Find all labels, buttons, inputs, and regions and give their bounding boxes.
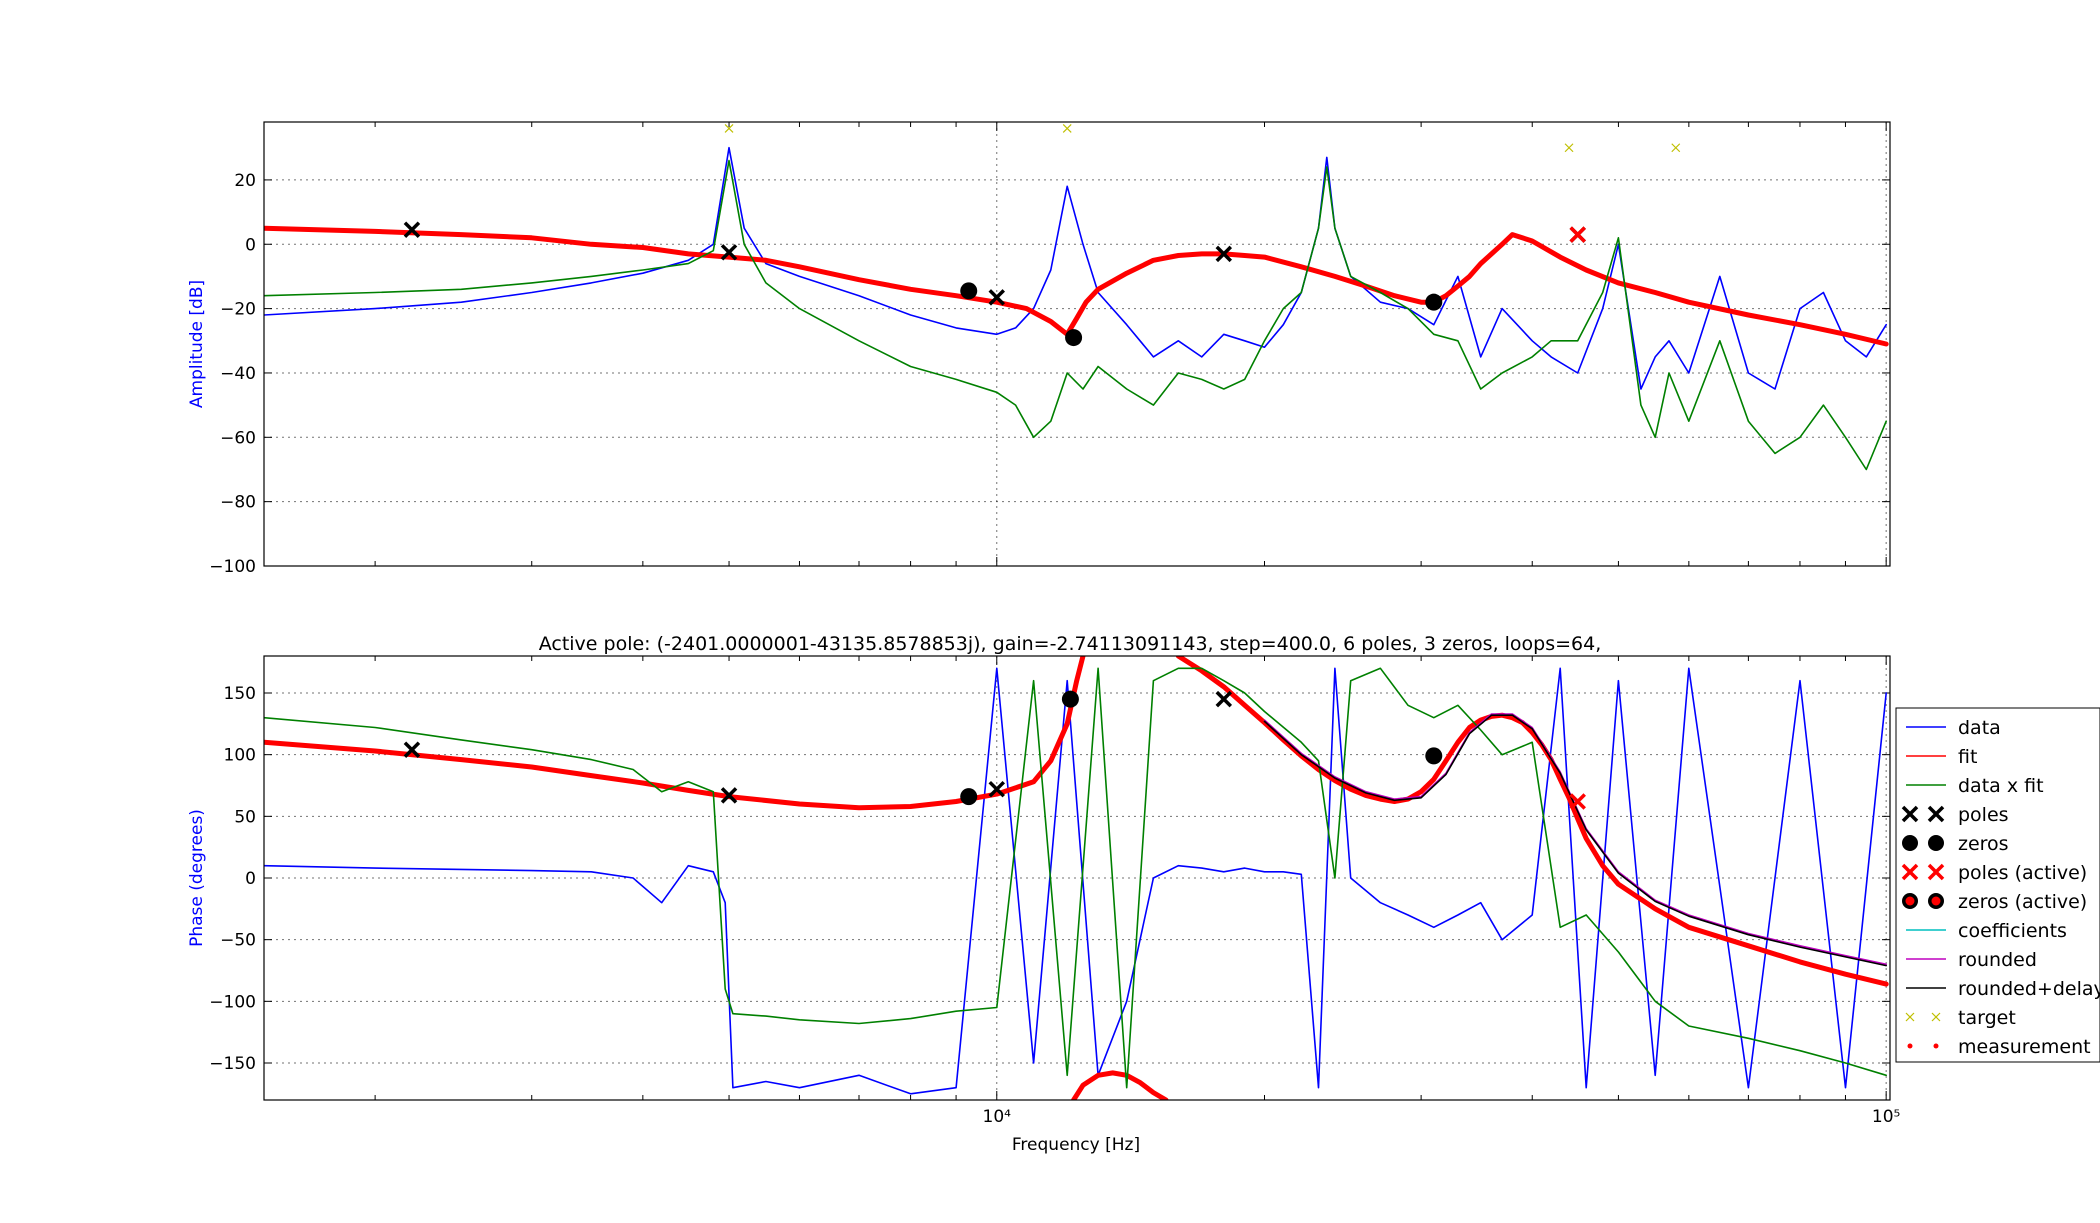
- phase-series-data: [264, 667, 1887, 1095]
- amplitude-ytick-label: 20: [234, 171, 256, 191]
- phase-series-fit: [264, 656, 1086, 811]
- phase-series-fit-c: [1071, 1070, 1169, 1100]
- phase-zero-marker: [1061, 690, 1079, 708]
- phase-zero-marker: [1425, 747, 1443, 765]
- legend-swatch: [1907, 1043, 1913, 1049]
- legend-item-poles: poles: [1901, 804, 2009, 826]
- legend: data fit data x fit poles zeros poles (active…: [1895, 707, 2100, 1063]
- amplitude-series-data: [264, 146, 1887, 390]
- amplitude-target-marker: [1062, 124, 1072, 133]
- legend-label: data x fit: [1958, 775, 2044, 797]
- legend-label: zeros: [1958, 833, 2009, 855]
- legend-swatch: [1933, 1043, 1939, 1049]
- amplitude-ylabel: Amplitude [dB]: [187, 280, 207, 408]
- legend-item-coefficients: coefficients: [1906, 920, 2067, 942]
- phase-pole-marker: [1215, 690, 1233, 708]
- phase-xtick-label: 10⁴: [983, 1107, 1012, 1127]
- amplitude-series-data-x-fit: [264, 159, 1887, 471]
- phase-ytick-label: −150: [209, 1054, 256, 1074]
- legend-label: poles (active): [1958, 862, 2087, 884]
- phase-series-rounded-delay: [1263, 714, 1887, 967]
- amplitude-series-fit: [264, 225, 1889, 347]
- amplitude-frame: [263, 121, 1891, 567]
- phase-xlabel: Frequency [Hz]: [1012, 1135, 1140, 1155]
- phase-ylabel: Phase (degrees): [187, 809, 207, 947]
- legend-swatch: [1902, 835, 1918, 851]
- legend-item-data: data: [1906, 717, 2001, 739]
- legend-item-target: target: [1905, 1007, 2016, 1029]
- phase-ytick-label: −50: [220, 931, 256, 951]
- phase-pole-marker: [720, 787, 738, 804]
- amplitude-ytick-label: −100: [209, 557, 256, 577]
- phase-xtick-label: 10⁵: [1872, 1107, 1900, 1127]
- amplitude-target-marker: [1564, 143, 1574, 153]
- phase-ytick-label: 100: [224, 746, 256, 766]
- amplitude-panel: 20 0 −20 −40 −60 −80 −100 Amplitude [dB]: [187, 121, 1891, 577]
- amplitude-pole-marker: [988, 289, 1006, 306]
- phase-panel: Active pole: (-2401.0000001-43135.857885…: [187, 633, 1900, 1155]
- legend-swatch: [1905, 1012, 1915, 1022]
- phase-series-data-x-fit: [264, 667, 1887, 1089]
- amplitude-ytick-label: −80: [220, 493, 256, 513]
- legend-label: poles: [1958, 804, 2009, 826]
- legend-swatch-inner: [1931, 896, 1941, 906]
- legend-swatch: [1901, 805, 1919, 823]
- legend-item-poles-active-: poles (active): [1901, 862, 2087, 884]
- legend-swatch: [1901, 863, 1919, 881]
- amplitude-target-marker: [1671, 143, 1681, 153]
- amplitude-ytick-label: −60: [220, 428, 256, 448]
- legend-label: fit: [1958, 746, 1977, 768]
- amplitude-pole-marker: [403, 221, 421, 239]
- legend-swatch: [1928, 835, 1944, 851]
- legend-swatch: [1927, 805, 1945, 823]
- legend-item-zeros: zeros: [1902, 833, 2009, 855]
- legend-item-rounded-delay: rounded+delay: [1906, 978, 2100, 1000]
- legend-label: rounded: [1958, 949, 2037, 971]
- legend-label: target: [1958, 1007, 2016, 1029]
- phase-series-fit-b: [1175, 656, 1889, 987]
- legend-item-measurement: measurement: [1907, 1036, 2091, 1058]
- phase-title: Active pole: (-2401.0000001-43135.857885…: [539, 633, 1602, 655]
- legend-swatch: [1927, 863, 1945, 881]
- phase-ytick-label: 150: [224, 684, 256, 704]
- legend-swatch: [1931, 1012, 1941, 1022]
- legend-item-fit: fit: [1906, 746, 1977, 768]
- phase-pole-marker: [403, 741, 421, 758]
- legend-label: measurement: [1958, 1036, 2091, 1058]
- legend-item-zeros-active-: zeros (active): [1902, 891, 2087, 913]
- legend-label: coefficients: [1958, 920, 2067, 942]
- amplitude-ytick-label: −20: [220, 300, 256, 320]
- amplitude-target-marker: [724, 124, 734, 133]
- amplitude-ytick-label: 0: [245, 235, 256, 255]
- legend-label: rounded+delay: [1958, 978, 2100, 1000]
- legend-label: zeros (active): [1958, 891, 2087, 913]
- amplitude-active-pole-marker: [1569, 226, 1586, 243]
- amplitude-zero-marker: [960, 282, 978, 300]
- amplitude-pole-marker: [1215, 245, 1233, 263]
- phase-zero-marker: [960, 788, 978, 806]
- phase-ytick-label: 50: [234, 807, 256, 827]
- legend-box: [1895, 707, 2100, 1063]
- phase-pole-marker: [988, 780, 1006, 798]
- legend-item-rounded: rounded: [1906, 949, 2037, 971]
- amplitude-pole-marker: [720, 244, 738, 261]
- phase-active-pole-marker: [1569, 793, 1586, 810]
- phase-ytick-label: −100: [209, 992, 256, 1012]
- legend-label: data: [1958, 717, 2001, 739]
- legend-item-data-x-fit: data x fit: [1906, 775, 2044, 797]
- amplitude-ytick-label: −40: [220, 364, 256, 384]
- phase-frame: [263, 655, 1891, 1101]
- legend-swatch-inner: [1905, 896, 1915, 906]
- amplitude-zero-marker: [1065, 329, 1083, 347]
- phase-ytick-label: 0: [245, 869, 256, 889]
- phase-series-rounded: [1263, 713, 1887, 966]
- amplitude-zero-marker: [1425, 293, 1443, 311]
